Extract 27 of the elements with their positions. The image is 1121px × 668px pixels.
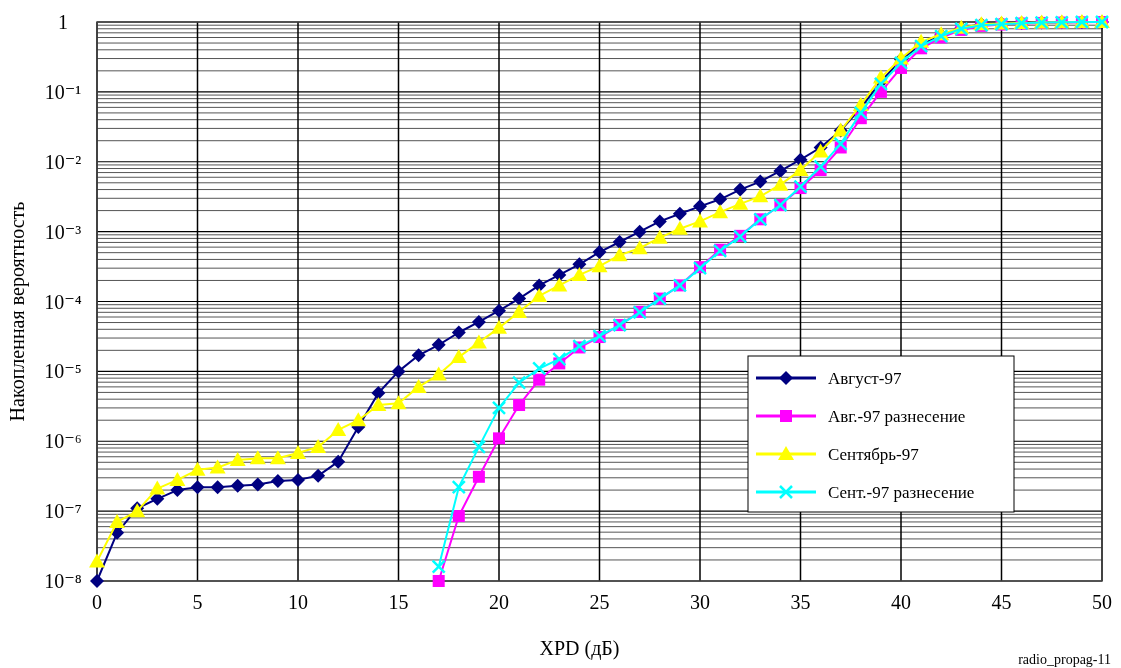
x-tick-label: 15 bbox=[388, 591, 409, 613]
legend-label: Август-97 bbox=[828, 369, 902, 388]
y-tick-label: 10⁻² bbox=[44, 150, 82, 173]
x-tick-label: 25 bbox=[589, 591, 610, 613]
legend-label: Сент.-97 разнесение bbox=[828, 483, 975, 502]
y-tick-label: 10⁻⁸ bbox=[44, 570, 82, 592]
legend-label: Сентябрь-97 bbox=[828, 445, 920, 464]
y-tick-label: 10⁻⁵ bbox=[44, 360, 82, 383]
legend-label: Авг.-97 разнесение bbox=[828, 407, 966, 426]
y-tick-label: 10⁻¹ bbox=[44, 80, 82, 103]
y-tick-label: 10⁻⁴ bbox=[44, 290, 82, 313]
x-tick-label: 10 bbox=[288, 591, 308, 613]
x-tick-label: 30 bbox=[690, 591, 710, 613]
x-tick-label: 50 bbox=[1092, 591, 1112, 613]
x-axis-title: XPD (дБ) bbox=[539, 637, 620, 660]
x-tick-label: 5 bbox=[192, 591, 203, 613]
y-tick-label: 10⁻⁶ bbox=[44, 430, 82, 453]
y-tick-label: 10⁻⁷ bbox=[44, 500, 82, 523]
x-tick-label: 40 bbox=[891, 591, 911, 613]
x-tick-label: 0 bbox=[92, 591, 102, 613]
y-tick-label: 10⁻³ bbox=[44, 220, 82, 243]
y-axis-title: Накопленная вероятность bbox=[6, 201, 29, 422]
x-tick-label: 20 bbox=[489, 591, 509, 613]
x-tick-label: 45 bbox=[991, 591, 1012, 613]
y-tick-label: 1 bbox=[58, 11, 68, 33]
x-tick-label: 35 bbox=[790, 591, 811, 613]
text: radio_propag-11 bbox=[1018, 652, 1111, 667]
